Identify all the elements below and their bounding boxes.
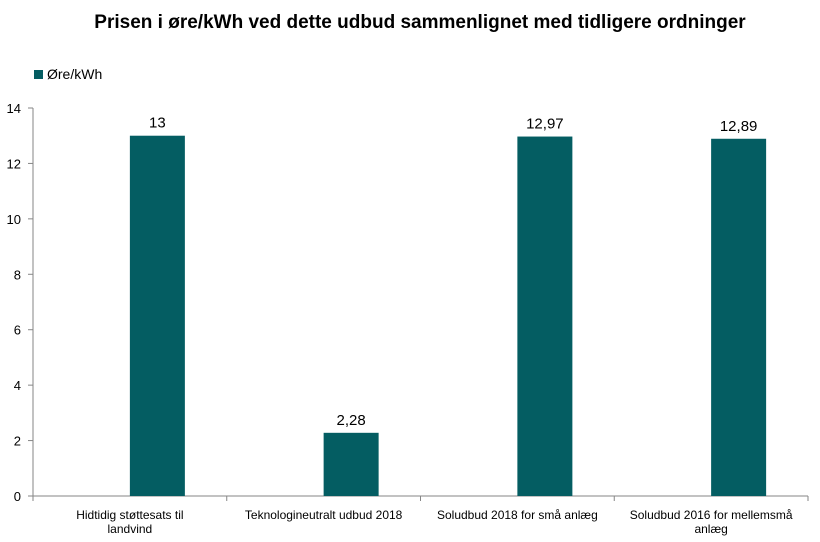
bar — [129, 135, 185, 496]
bar — [517, 136, 573, 496]
y-tick-label: 8 — [14, 267, 21, 282]
y-tick-label: 14 — [7, 101, 21, 116]
x-tick-label: Soludbud 2016 for mellemsmå — [630, 508, 793, 522]
x-tick-label: anlæg — [694, 522, 727, 536]
data-label: 2,28 — [337, 412, 366, 429]
bar — [323, 432, 379, 496]
x-tick-label: Soludbud 2018 for små anlæg — [437, 508, 598, 522]
x-tick-label: Teknologineutralt udbud 2018 — [245, 508, 403, 522]
y-tick-label: 4 — [14, 378, 21, 393]
x-tick-label: landvind — [108, 522, 153, 536]
y-tick-label: 12 — [7, 156, 21, 171]
legend-swatch — [34, 69, 43, 79]
data-label: 13 — [149, 115, 166, 132]
data-label: 12,97 — [526, 116, 564, 133]
legend-label: Øre/kWh — [47, 66, 103, 82]
y-tick-label: 10 — [7, 212, 21, 227]
y-tick-label: 6 — [14, 323, 21, 338]
x-tick-label: Hidtidig støttesats til — [76, 508, 183, 522]
y-tick-label: 0 — [14, 489, 21, 504]
legend: Øre/kWh — [34, 66, 102, 82]
chart-title: Prisen i øre/kWh ved dette udbud sammenl… — [94, 12, 746, 33]
bar — [711, 138, 767, 496]
data-label: 12,89 — [720, 118, 758, 135]
y-tick-label: 2 — [14, 434, 21, 449]
